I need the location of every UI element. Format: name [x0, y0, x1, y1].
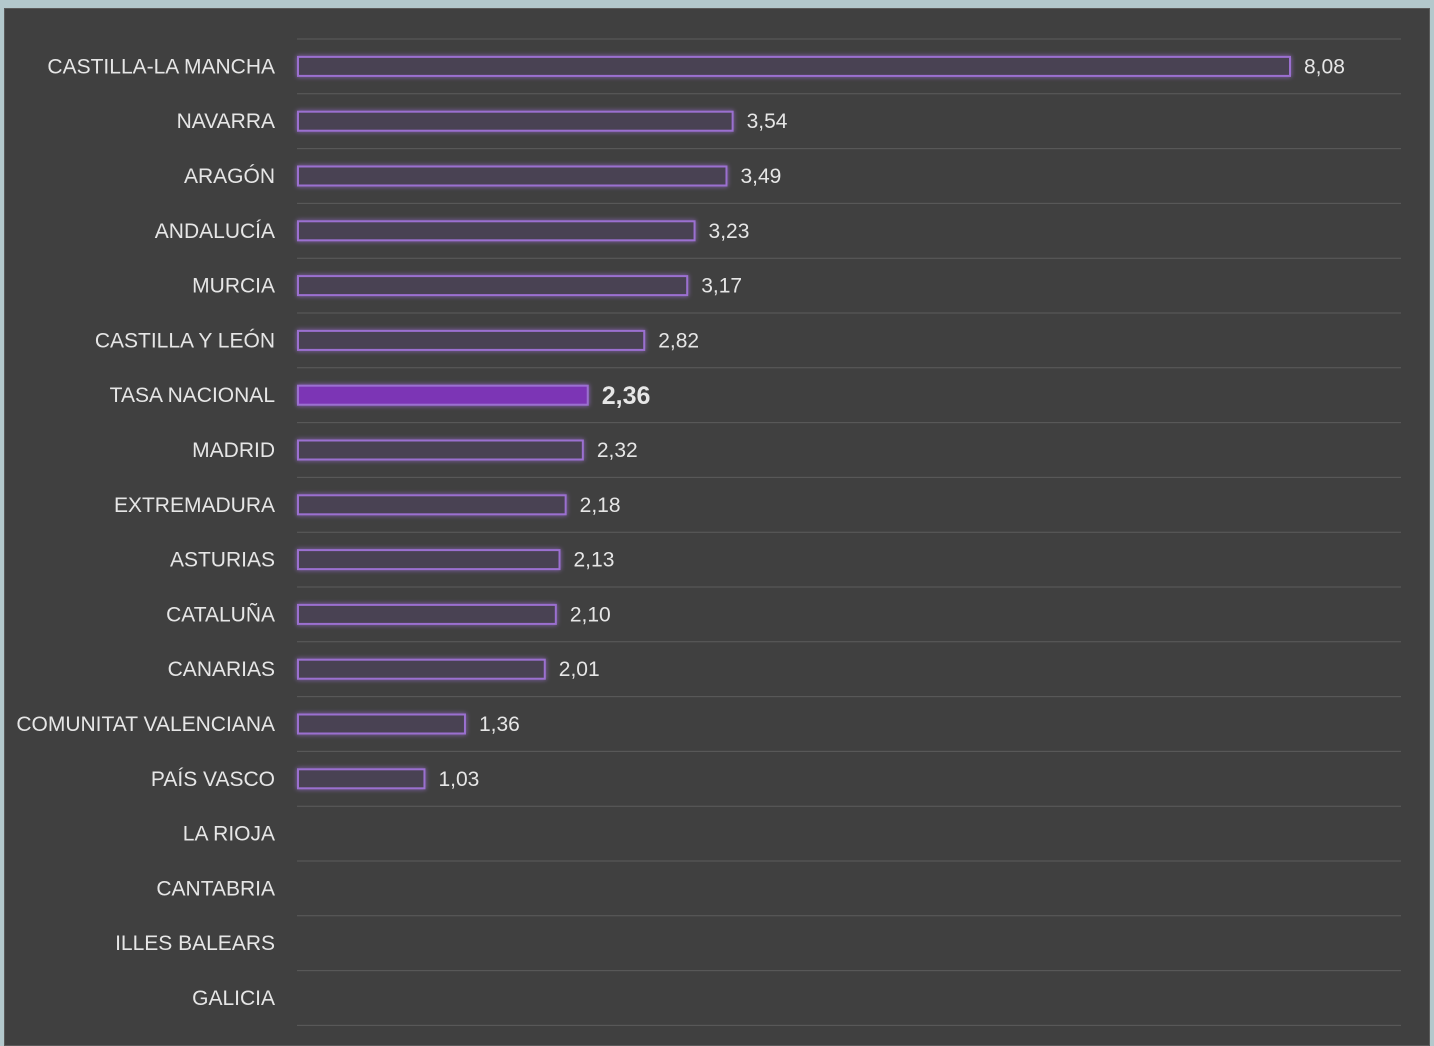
bar — [297, 110, 734, 132]
value-label: 2,32 — [597, 439, 638, 462]
value-label: 8,08 — [1304, 55, 1345, 78]
bar — [297, 329, 646, 351]
bar — [297, 275, 689, 297]
category-label: ARAGÓN — [184, 165, 275, 188]
value-label: 2,36 — [602, 382, 651, 410]
category-label: CASTILLA-LA MANCHA — [47, 55, 275, 78]
bar-chart: CASTILLA-LA MANCHA NAVARRA ARAGÓN ANDALUCÍA… — [16, 38, 1401, 1026]
bar — [297, 165, 728, 187]
bar — [297, 55, 1291, 77]
value-label: 3,17 — [701, 275, 742, 298]
category-label: ANDALUCÍA — [155, 220, 275, 243]
bar — [297, 658, 546, 680]
category-label: TASA NACIONAL — [110, 384, 275, 407]
category-label: CASTILLA Y LEÓN — [95, 329, 275, 352]
bar — [297, 713, 466, 735]
category-label: ILLES BALEARS — [115, 932, 275, 955]
category-label: MADRID — [192, 439, 275, 462]
value-label: 3,54 — [747, 110, 788, 133]
value-label: 2,13 — [574, 549, 615, 572]
bar — [297, 603, 557, 625]
category-label: CATALUÑA — [166, 602, 275, 626]
bar — [297, 220, 696, 242]
bar — [297, 549, 561, 571]
bars — [297, 55, 1291, 790]
category-label: PAÍS VASCO — [151, 768, 275, 791]
category-label: COMUNITAT VALENCIANA — [16, 713, 275, 736]
bar — [297, 768, 426, 790]
bar-highlight — [297, 384, 589, 406]
category-labels: CASTILLA-LA MANCHA NAVARRA ARAGÓN ANDALUCÍA… — [16, 55, 275, 1010]
category-label: EXTREMADURA — [114, 494, 275, 517]
value-label: 2,82 — [658, 329, 699, 352]
gridlines — [297, 38, 1401, 1026]
value-label: 1,36 — [479, 713, 520, 736]
category-label: LA RIOJA — [183, 823, 275, 846]
category-label: CANARIAS — [168, 658, 275, 681]
value-label: 2,10 — [570, 603, 611, 626]
value-label: 2,18 — [580, 494, 621, 517]
value-label: 3,23 — [709, 220, 750, 243]
value-labels: 8,08 3,54 3,49 3,23 3,17 2,82 2,36 2,32 2,18 2,13… — [438, 55, 1344, 790]
bar — [297, 494, 567, 516]
category-label: NAVARRA — [177, 110, 275, 133]
value-label: 1,03 — [438, 768, 479, 791]
value-label: 3,49 — [740, 165, 781, 188]
chart-panel: CASTILLA-LA MANCHA NAVARRA ARAGÓN ANDALUCÍA… — [4, 8, 1430, 1046]
category-label: MURCIA — [192, 275, 275, 298]
value-label: 2,01 — [559, 658, 600, 681]
category-label: ASTURIAS — [170, 549, 275, 572]
category-label: GALICIA — [192, 987, 275, 1010]
bar — [297, 439, 584, 461]
category-label: CANTABRIA — [156, 877, 275, 900]
